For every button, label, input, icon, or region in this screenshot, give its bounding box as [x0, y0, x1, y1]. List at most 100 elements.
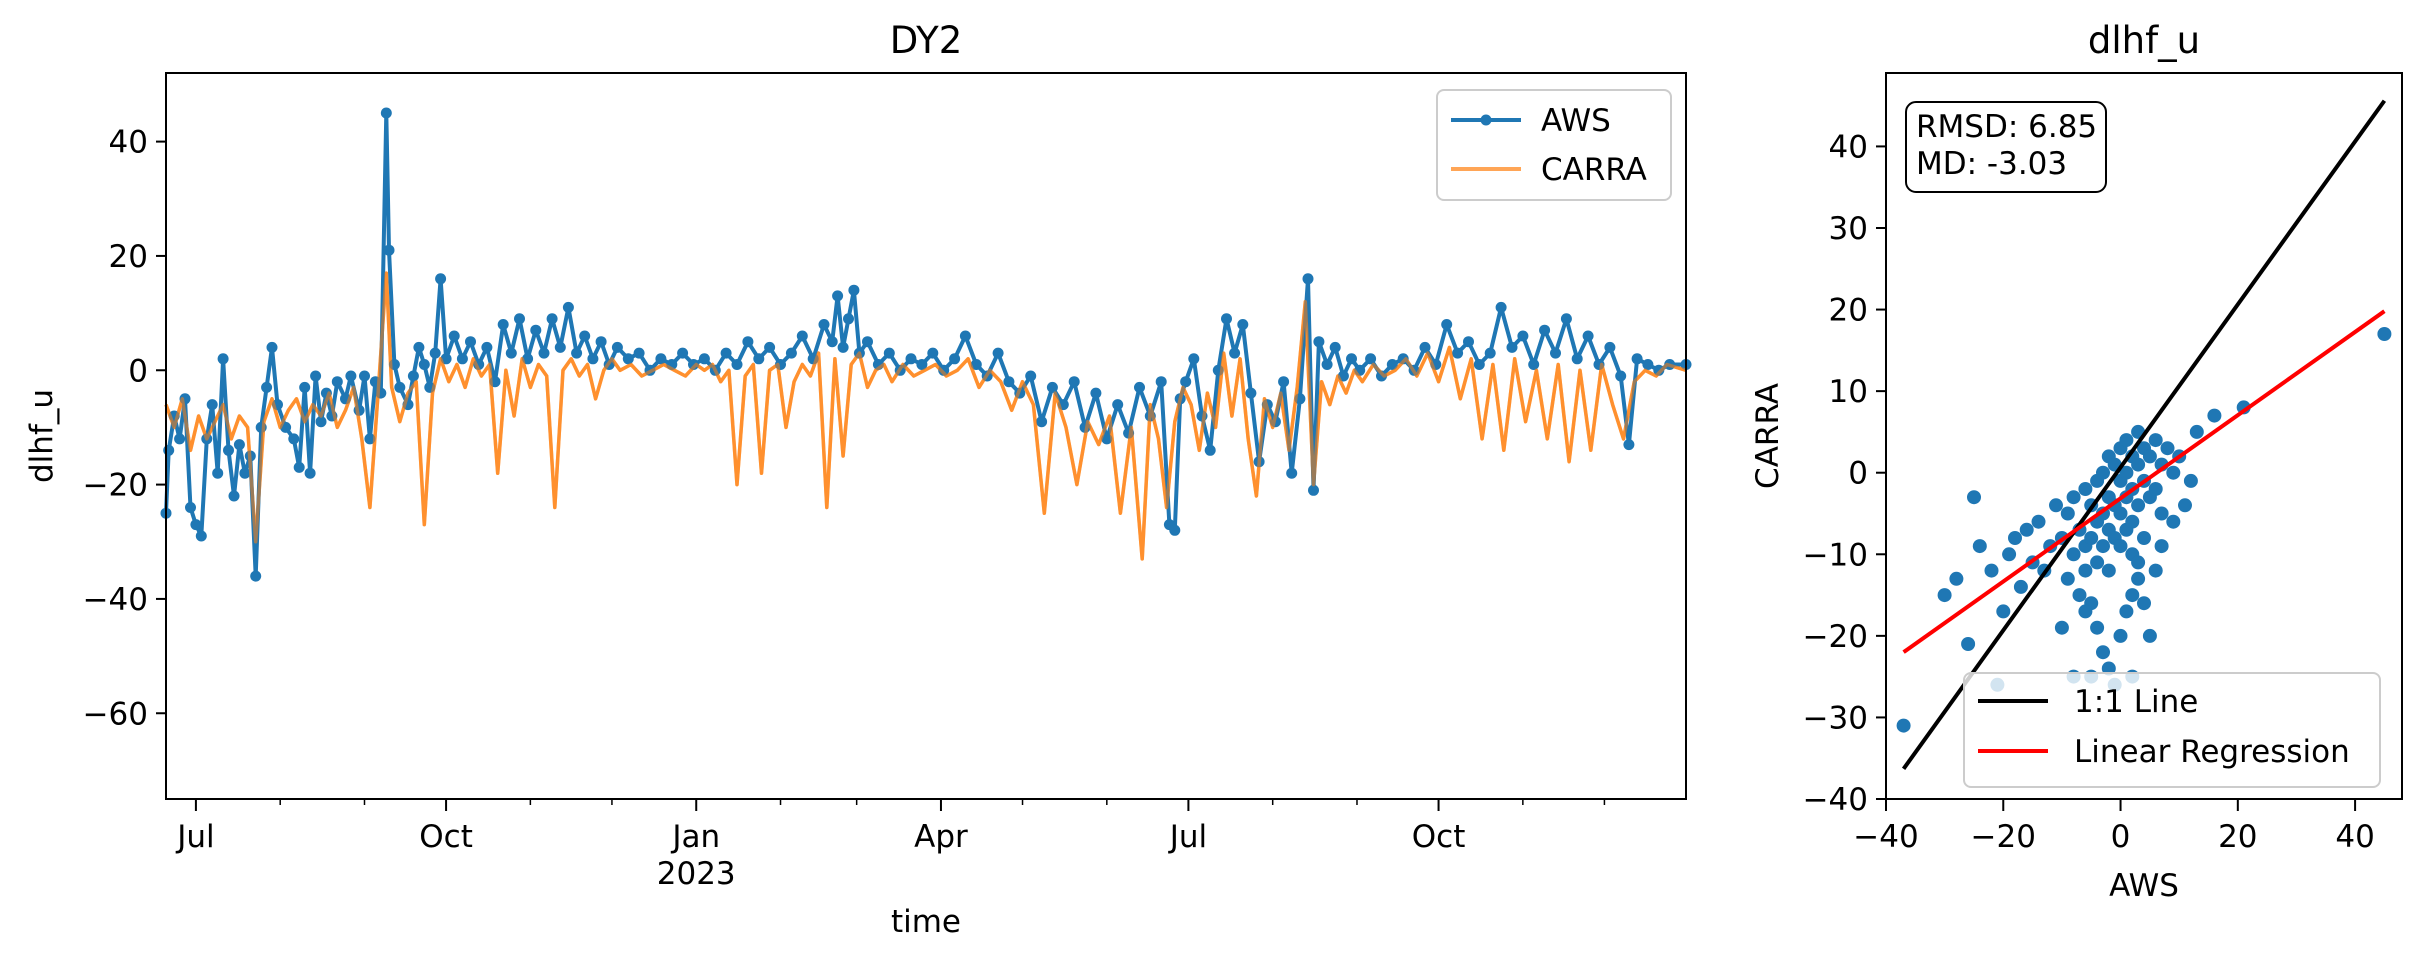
- xtick-label: Oct: [1412, 819, 1466, 855]
- aws-point: [1419, 341, 1431, 353]
- aws-point: [212, 467, 224, 479]
- scatter-point: [2096, 645, 2110, 660]
- aws-point: [655, 353, 667, 365]
- ytick-label: −40: [83, 582, 148, 618]
- ytick-label: −20: [1803, 619, 1868, 655]
- aws-point: [1346, 353, 1357, 365]
- scatter-point: [1949, 571, 1964, 586]
- aws-point: [190, 519, 202, 531]
- scatter-point: [2078, 482, 2093, 496]
- scatter-point: [2072, 588, 2087, 603]
- aws-point: [481, 341, 493, 353]
- ytick-label: 20: [109, 239, 148, 275]
- aws-point: [530, 324, 542, 336]
- aws-point: [174, 433, 186, 445]
- scatter-y-axis: −40 −30 −20 −10 0 10 20 30 40: [1803, 129, 1886, 818]
- scatter-point: [2131, 571, 2146, 586]
- aws-point: [1286, 467, 1298, 479]
- aws-point: [1204, 444, 1216, 456]
- scatter-point: [2101, 563, 2116, 578]
- xtick-year-label: 2023: [657, 856, 736, 892]
- identity-line: [1901, 99, 2387, 770]
- aws-point: [546, 313, 558, 325]
- scatter-point: [2148, 482, 2163, 496]
- aws-point: [266, 341, 278, 353]
- aws-point: [832, 290, 844, 302]
- aws-point: [1582, 330, 1594, 342]
- aws-point: [1631, 353, 1643, 365]
- aws-point: [435, 273, 447, 285]
- scatter-point: [2119, 433, 2134, 448]
- aws-point: [826, 336, 838, 348]
- xtick-label: 20: [2218, 819, 2257, 855]
- aws-point: [916, 359, 928, 370]
- aws-point: [554, 341, 566, 353]
- scatter-point: [2078, 604, 2093, 619]
- aws-point: [1571, 353, 1583, 365]
- aws-point: [456, 353, 468, 365]
- aws-point: [862, 336, 873, 348]
- scatter-point: [2096, 465, 2110, 480]
- aws-point: [1046, 381, 1058, 393]
- aws-point: [688, 359, 699, 370]
- aws-point: [720, 347, 732, 359]
- aws-point: [1506, 341, 1518, 353]
- scatter-point: [2131, 498, 2146, 513]
- aws-point: [1517, 330, 1529, 342]
- aws-point: [1560, 313, 1572, 325]
- aws-point: [1221, 313, 1232, 325]
- scatter-point: [2178, 498, 2192, 513]
- aws-point: [1180, 376, 1192, 388]
- aws-point: [429, 347, 441, 359]
- scatter-point: [2125, 588, 2140, 603]
- legend-carra-label: CARRA: [1541, 152, 1647, 188]
- aws-point: [310, 370, 322, 382]
- ytick-label: 40: [1829, 129, 1868, 165]
- aws-point: [1090, 387, 1102, 399]
- ytick-label: −30: [1803, 700, 1868, 736]
- stats-box-frame: [1905, 101, 2107, 193]
- timeseries-title: DY2: [890, 19, 963, 62]
- aws-point: [753, 353, 765, 365]
- xtick-label: 0: [2111, 819, 2131, 855]
- legend-aws-marker: [1480, 114, 1492, 126]
- aws-point: [223, 444, 234, 456]
- aws-point: [731, 359, 743, 370]
- aws-point: [785, 347, 797, 359]
- aws-point: [413, 341, 425, 353]
- scatter-point: [1961, 637, 1976, 651]
- scatter-point: [2142, 449, 2157, 464]
- aws-point: [959, 330, 971, 342]
- scatter-point: [2137, 531, 2151, 545]
- aws-point: [1539, 324, 1551, 336]
- aws-point: [1441, 319, 1453, 330]
- aws-point: [1188, 353, 1200, 365]
- aws-point: [595, 336, 607, 348]
- stats-rmsd: RMSD: 6.85: [1916, 109, 2097, 145]
- aws-point: [843, 313, 854, 325]
- aws-point: [304, 467, 316, 479]
- scatter-point: [2377, 327, 2392, 341]
- aws-point: [1237, 319, 1249, 330]
- scatter-point: [2066, 490, 2081, 505]
- aws-point: [1329, 341, 1341, 353]
- aws-point: [1463, 336, 1474, 348]
- aws-point: [299, 381, 311, 393]
- aws-point: [1495, 301, 1507, 313]
- timeseries-plot-area: [160, 107, 1692, 582]
- aws-point: [380, 107, 392, 119]
- aws-point: [1615, 370, 1627, 382]
- scatter-point: [2189, 424, 2204, 439]
- aws-point: [228, 490, 240, 502]
- aws-point: [1604, 341, 1616, 353]
- scatter-point: [2002, 547, 2017, 562]
- aws-point: [677, 347, 689, 359]
- scatter-point: [2031, 514, 2046, 529]
- aws-point: [1155, 376, 1167, 388]
- scatter-point: [2148, 433, 2163, 448]
- xtick-label: Apr: [914, 819, 968, 855]
- aws-point: [185, 502, 196, 513]
- aws-point: [949, 353, 961, 365]
- aws-point: [1245, 387, 1257, 399]
